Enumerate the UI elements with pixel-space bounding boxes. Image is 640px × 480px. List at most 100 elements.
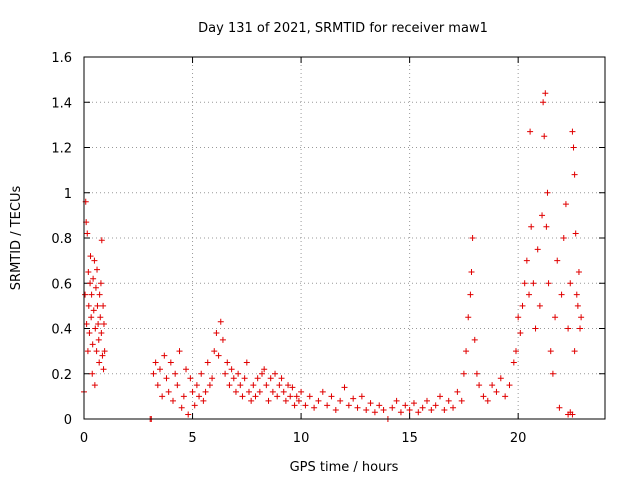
data-point — [91, 382, 98, 389]
data-point — [337, 397, 344, 404]
data-point — [450, 404, 457, 411]
data-point — [252, 393, 259, 400]
data-point — [302, 402, 309, 409]
data-point — [95, 320, 102, 327]
data-point — [291, 402, 298, 409]
data-point — [92, 284, 99, 291]
data-point — [165, 388, 172, 395]
data-point — [88, 291, 95, 298]
data-point — [230, 375, 237, 382]
data-point — [94, 302, 101, 309]
data-point — [341, 384, 348, 391]
data-point — [269, 388, 276, 395]
data-point — [573, 291, 580, 298]
data-point — [460, 370, 467, 377]
data-point — [98, 237, 105, 244]
data-point — [376, 402, 383, 409]
data-point — [574, 302, 581, 309]
data-point — [441, 406, 448, 413]
chart-title: Day 131 of 2021, SRMTID for receiver maw… — [198, 21, 488, 36]
data-point — [89, 370, 96, 377]
data-point — [163, 375, 170, 382]
data-point — [167, 359, 174, 366]
data-point — [265, 397, 272, 404]
data-point — [176, 348, 183, 355]
data-point — [410, 400, 417, 407]
data-point — [90, 275, 97, 282]
data-point — [358, 393, 365, 400]
x-axis-label: GPS time / hours — [290, 460, 399, 475]
data-point — [161, 352, 168, 359]
data-point — [91, 257, 98, 264]
data-point — [97, 314, 104, 321]
y-tick-label: 0.8 — [51, 232, 72, 247]
data-point — [572, 230, 579, 237]
data-point — [232, 388, 239, 395]
data-point — [219, 336, 226, 343]
y-tick-label: 0.6 — [51, 277, 72, 292]
data-point — [94, 266, 101, 273]
data-point — [493, 388, 500, 395]
data-point — [471, 336, 478, 343]
data-point — [89, 341, 96, 348]
data-point — [519, 302, 526, 309]
data-point — [480, 393, 487, 400]
data-point — [397, 409, 404, 416]
data-point — [213, 330, 220, 337]
data-point — [289, 384, 296, 391]
data-point — [99, 352, 106, 359]
data-point — [552, 314, 559, 321]
data-point — [196, 393, 203, 400]
data-point — [428, 406, 435, 413]
data-point — [88, 314, 95, 321]
data-point — [473, 370, 480, 377]
data-point — [87, 280, 94, 287]
data-point — [254, 375, 261, 382]
data-point — [202, 388, 209, 395]
y-tick-label: 1 — [64, 187, 72, 202]
data-point — [463, 348, 470, 355]
data-point — [243, 359, 250, 366]
data-point — [86, 330, 93, 337]
x-tick-label: 10 — [293, 431, 310, 446]
data-point — [209, 375, 216, 382]
data-point — [469, 235, 476, 241]
data-point — [82, 291, 89, 298]
data-point — [575, 268, 582, 275]
data-point — [174, 382, 181, 389]
data-point — [245, 388, 252, 395]
data-point — [274, 393, 281, 400]
data-point — [224, 359, 231, 366]
data-point — [569, 128, 576, 135]
data-point — [96, 359, 103, 366]
data-point — [556, 404, 563, 411]
data-point — [539, 212, 546, 219]
data-point — [93, 348, 100, 355]
y-tick-label: 1.4 — [51, 96, 72, 111]
x-tick-label: 5 — [188, 431, 196, 446]
data-point — [350, 395, 357, 402]
data-point — [354, 404, 361, 411]
data-point — [215, 352, 222, 359]
axis-ticks: 0 5 10 15 20 0 0.2 0.4 0.6 0.8 1 1.2 1.4 1.6 — [51, 51, 605, 446]
data-point — [189, 388, 196, 395]
data-point — [536, 302, 543, 309]
data-point — [367, 400, 374, 407]
data-point — [187, 375, 194, 382]
data-point — [380, 406, 387, 413]
data-point — [458, 397, 465, 404]
data-point — [319, 388, 326, 395]
data-point — [534, 246, 541, 253]
data-point — [185, 411, 192, 418]
data-point — [432, 402, 439, 409]
data-point — [541, 133, 548, 140]
data-point — [293, 393, 300, 400]
y-tick-label: 1.2 — [51, 142, 72, 157]
data-point — [100, 366, 107, 373]
data-point — [517, 330, 524, 337]
data-point — [85, 268, 92, 275]
data-point — [272, 370, 279, 377]
data-point — [95, 336, 102, 343]
data-point — [570, 144, 577, 151]
data-point — [571, 348, 578, 355]
